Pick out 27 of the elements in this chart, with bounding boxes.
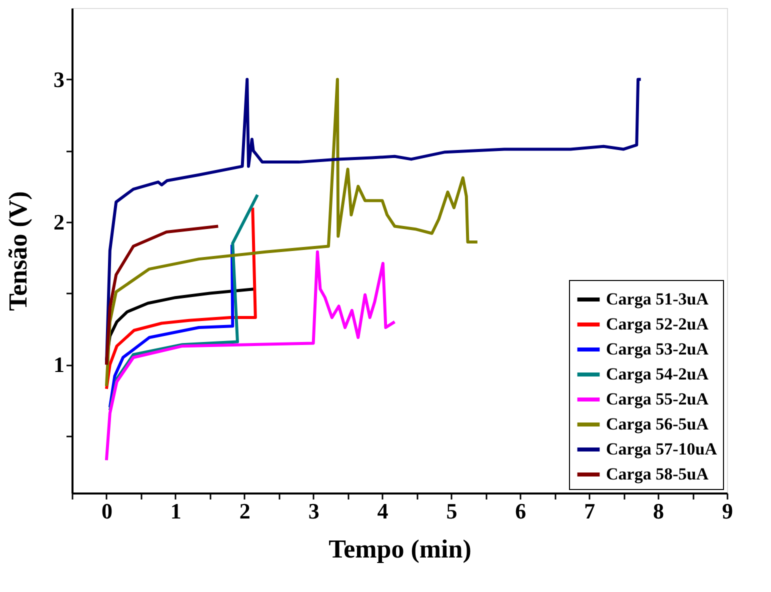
x-tick-label: 4 xyxy=(377,498,388,524)
y-axis-title: Tensão (V) xyxy=(4,191,32,311)
x-axis-title: Tempo (min) xyxy=(328,534,472,564)
y-tick-label: 2 xyxy=(54,209,64,234)
line-series xyxy=(104,224,220,366)
y-tick-label: 3 xyxy=(54,66,64,92)
x-tick-label: 1 xyxy=(170,498,182,524)
x-tick-label: 6 xyxy=(515,498,526,524)
legend-label: Carga 55-2uA xyxy=(606,390,710,408)
x-tick-label: 8 xyxy=(653,498,664,524)
legend-label: Carga 53-2uA xyxy=(606,340,710,358)
x-tick-label: 3 xyxy=(308,498,320,524)
line-series xyxy=(104,78,479,388)
legend-label: Carga 56-5uA xyxy=(606,414,710,434)
legend-label: Carga 52-2uA xyxy=(606,314,710,334)
x-tick-label: 2 xyxy=(239,498,250,524)
x-tick-label: 7 xyxy=(584,498,596,524)
line-series xyxy=(104,250,396,462)
x-tick-label: 0 xyxy=(101,498,112,524)
legend-label: Carga 51-3uA xyxy=(606,290,710,308)
x-tick-label: 9 xyxy=(722,498,733,524)
legend-label: Carga 54-2uA xyxy=(606,364,710,384)
legend-label: Carga 57-10uA xyxy=(606,440,718,458)
y-tick-label: 1 xyxy=(54,352,64,378)
line-series xyxy=(104,206,257,390)
legend-label: Carga 58-5uA xyxy=(606,464,710,484)
x-tick-label: 5 xyxy=(446,498,458,524)
